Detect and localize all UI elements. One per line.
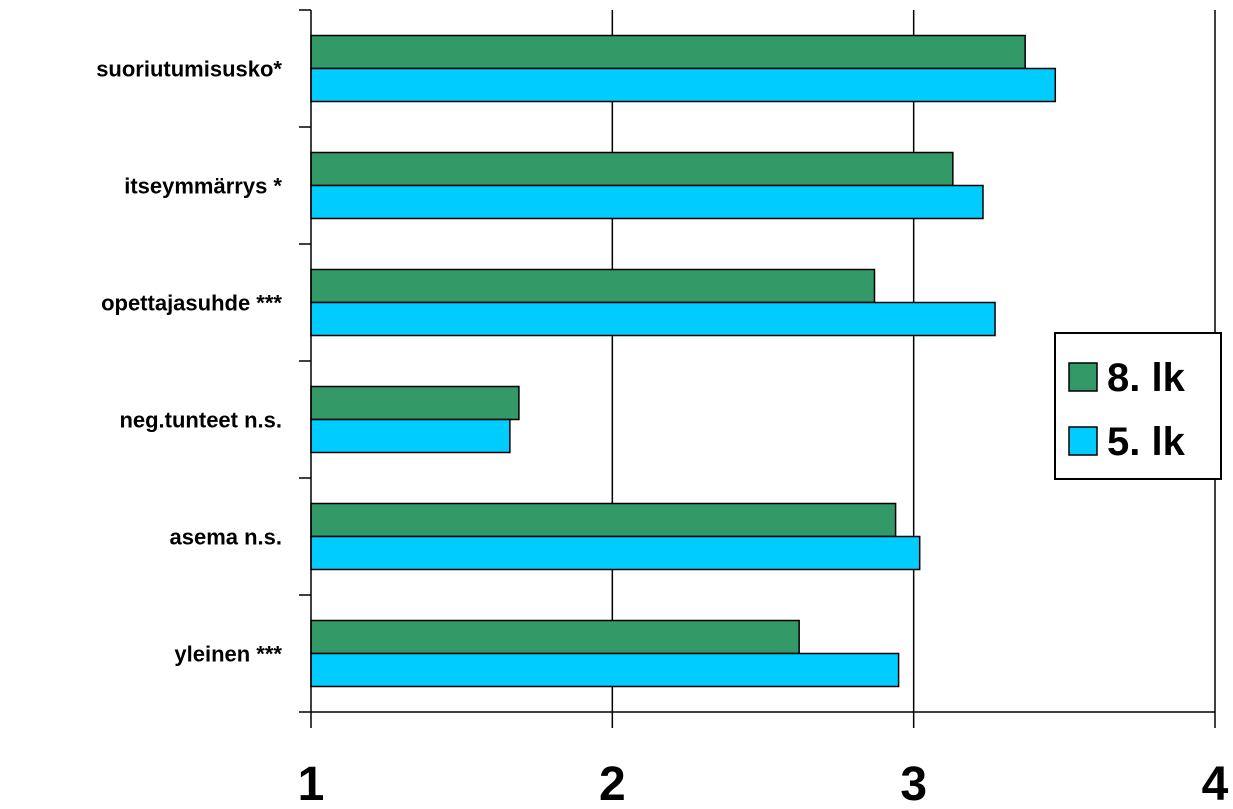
category-labels: suoriutumisusko* itseymmärrys * opettajasu…	[96, 57, 282, 667]
category-label: neg.tunteet n.s.	[119, 408, 282, 433]
category-label: yleinen ***	[174, 642, 282, 667]
bar-series-8lk	[310, 151, 954, 187]
legend-label: 8. lk	[1107, 356, 1186, 400]
bar-series-5lk	[310, 535, 921, 571]
x-tick-label: 1	[298, 758, 325, 809]
bar-series-5lk	[310, 418, 511, 454]
axes	[299, 9, 1216, 728]
x-tick-label: 4	[1202, 758, 1229, 809]
category-label: asema n.s.	[169, 525, 282, 550]
legend-label: 5. lk	[1107, 420, 1186, 464]
bars	[310, 34, 1057, 688]
category-label: itseymmärrys *	[124, 174, 282, 199]
bar-series-5lk	[310, 652, 900, 688]
bar-series-8lk	[310, 619, 800, 655]
legend-swatch	[1068, 426, 1098, 456]
x-tick-label: 3	[900, 758, 927, 809]
bar-series-5lk	[310, 301, 996, 337]
x-tick-labels: 1 2 3 4	[298, 758, 1229, 809]
bar-series-5lk	[310, 184, 984, 220]
legend: 8. lk 5. lk	[1054, 332, 1222, 480]
bar-series-8lk	[310, 502, 897, 538]
bar-series-8lk	[310, 385, 520, 421]
category-label: suoriutumisusko*	[96, 57, 282, 82]
x-tick-label: 2	[599, 758, 626, 809]
bar-series-8lk	[310, 268, 876, 304]
legend-swatch	[1068, 362, 1098, 392]
bar-series-5lk	[310, 67, 1057, 103]
category-label: opettajasuhde ***	[101, 291, 282, 316]
bar-series-8lk	[310, 34, 1026, 70]
